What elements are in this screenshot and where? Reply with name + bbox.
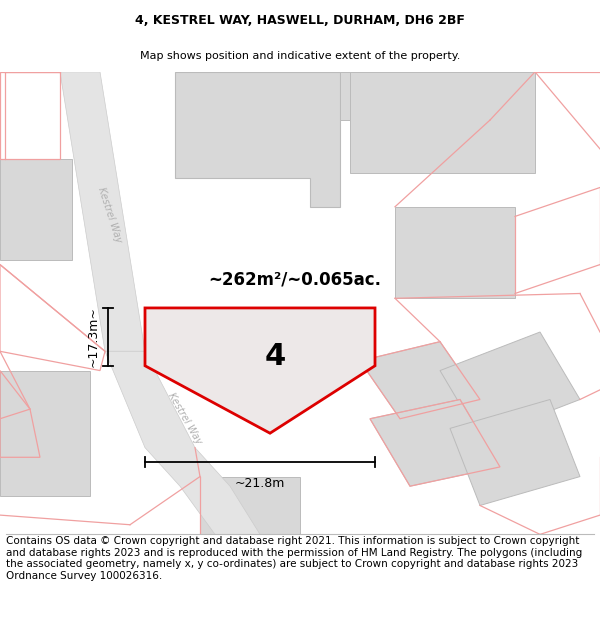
Polygon shape (370, 399, 500, 486)
Polygon shape (60, 72, 145, 351)
Text: ~262m²/~0.065ac.: ~262m²/~0.065ac. (209, 270, 382, 288)
Text: 4, KESTREL WAY, HASWELL, DURHAM, DH6 2BF: 4, KESTREL WAY, HASWELL, DURHAM, DH6 2BF (135, 14, 465, 27)
Polygon shape (175, 72, 340, 207)
Text: Contains OS data © Crown copyright and database right 2021. This information is : Contains OS data © Crown copyright and d… (6, 536, 582, 581)
Polygon shape (0, 371, 90, 496)
Polygon shape (105, 351, 260, 534)
Polygon shape (440, 332, 580, 438)
Text: ~17.3m~: ~17.3m~ (87, 306, 100, 368)
Polygon shape (360, 342, 480, 419)
Text: Map shows position and indicative extent of the property.: Map shows position and indicative extent… (140, 51, 460, 61)
Text: Kestrel Way: Kestrel Way (166, 391, 204, 446)
Polygon shape (350, 72, 535, 173)
Polygon shape (340, 72, 350, 120)
Text: ~21.8m: ~21.8m (235, 476, 285, 489)
Polygon shape (145, 308, 375, 433)
Polygon shape (0, 159, 72, 260)
Polygon shape (450, 399, 580, 506)
Polygon shape (200, 476, 300, 534)
Text: Kestrel Way: Kestrel Way (97, 186, 124, 244)
Polygon shape (395, 207, 515, 298)
Text: 4: 4 (265, 342, 286, 371)
